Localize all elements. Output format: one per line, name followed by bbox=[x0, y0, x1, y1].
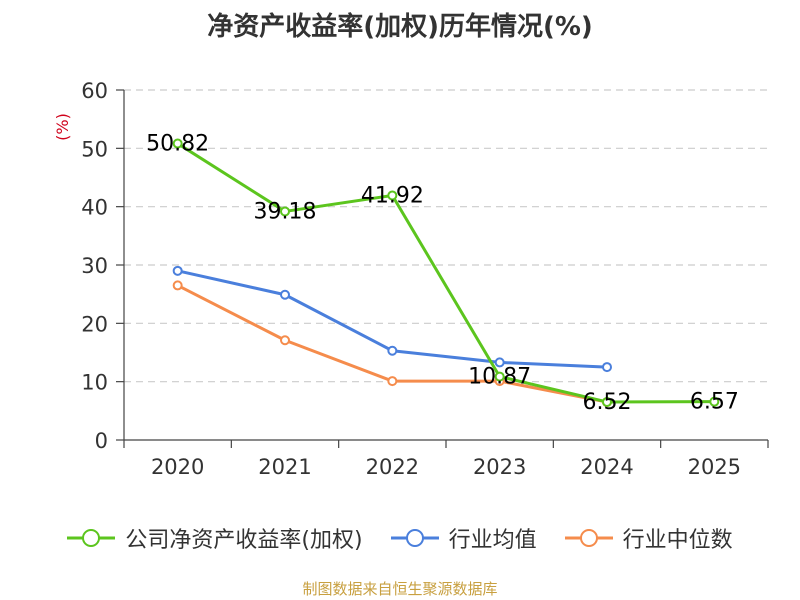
y-tick-label: 10 bbox=[81, 371, 108, 395]
data-point bbox=[172, 280, 183, 291]
grid-lines bbox=[124, 89, 768, 383]
legend-item[interactable]: 行业中位数 bbox=[564, 522, 733, 554]
chart-title: 净资产收益率(加权)历年情况(%) bbox=[207, 12, 593, 42]
x-tick-label: 2022 bbox=[366, 455, 419, 479]
y-tick-label: 50 bbox=[81, 137, 108, 161]
source-note: 制图数据来自恒生聚源数据库 bbox=[302, 580, 498, 598]
data-point bbox=[172, 265, 183, 276]
y-tick-label: 20 bbox=[81, 312, 108, 336]
series-lines bbox=[172, 138, 720, 408]
data-point bbox=[387, 376, 398, 387]
data-label: 41.92 bbox=[361, 183, 424, 208]
axes: 0 10 20 30 40 50 60 (%) 2020 2021 2022 2023 2024 2025 bbox=[53, 79, 769, 479]
data-point bbox=[280, 206, 290, 217]
data-point bbox=[280, 335, 290, 346]
legend-swatch bbox=[67, 529, 116, 547]
data-point bbox=[172, 138, 183, 149]
y-tick-label: 30 bbox=[81, 254, 108, 278]
data-labels: 50.82 39.18 41.92 10.87 6.52 6.57 bbox=[146, 132, 739, 415]
legend-swatch bbox=[390, 529, 439, 547]
y-axis-label: (%) bbox=[53, 113, 72, 141]
data-label: 6.52 bbox=[583, 390, 632, 415]
data-label: 6.57 bbox=[690, 390, 739, 415]
data-point bbox=[387, 190, 398, 201]
data-label: 50.82 bbox=[146, 132, 209, 157]
y-tick-label: 40 bbox=[81, 196, 108, 220]
data-point bbox=[494, 371, 505, 382]
data-point bbox=[387, 345, 398, 356]
legend-label: 行业中位数 bbox=[622, 528, 733, 553]
legend-item[interactable]: 行业均值 bbox=[390, 522, 537, 554]
legend: 公司净资产收益率(加权) 行业均值 行业中位数 bbox=[0, 518, 800, 558]
x-tick-label: 2024 bbox=[580, 455, 633, 479]
data-label: 39.18 bbox=[254, 199, 317, 224]
x-tick-label: 2020 bbox=[151, 455, 204, 479]
legend-item[interactable]: 公司净资产收益率(加权) bbox=[67, 522, 363, 554]
data-label: 10.87 bbox=[468, 365, 531, 390]
data-point bbox=[602, 362, 612, 373]
series-line bbox=[176, 142, 715, 404]
data-point bbox=[280, 289, 290, 300]
x-tick-label: 2025 bbox=[688, 455, 741, 479]
y-tick-label: 0 bbox=[95, 429, 108, 453]
data-point bbox=[602, 396, 612, 407]
x-tick-label: 2021 bbox=[258, 455, 311, 479]
legend-label: 公司净资产收益率(加权) bbox=[125, 528, 363, 553]
y-tick-label: 60 bbox=[81, 79, 108, 103]
legend-swatch bbox=[564, 529, 613, 547]
legend-label: 行业均值 bbox=[448, 528, 537, 553]
data-point bbox=[494, 357, 505, 368]
data-point bbox=[709, 396, 720, 407]
x-tick-label: 2023 bbox=[473, 455, 526, 479]
